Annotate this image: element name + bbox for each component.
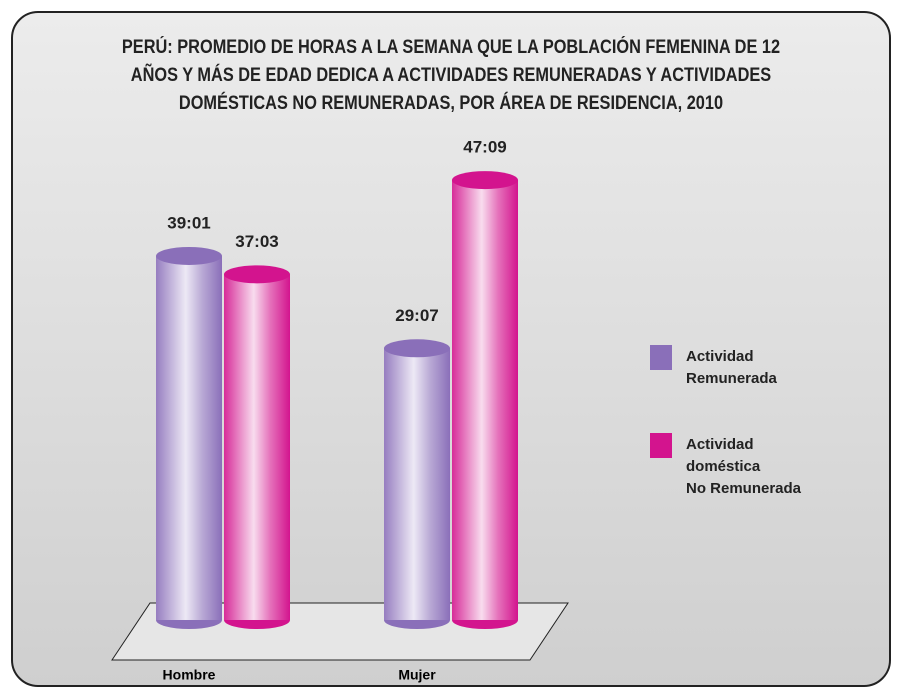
bar-top [224, 265, 290, 284]
value-label: 39:01 [167, 213, 210, 232]
bar [156, 255, 222, 620]
bar-top [452, 171, 518, 190]
legend-label: Actividad Remunerada [686, 348, 777, 387]
legend-swatch [650, 433, 672, 458]
legend-label: Actividad doméstica No Remunerada [686, 436, 802, 497]
bar-top [156, 246, 222, 265]
value-label: 47:09 [463, 138, 506, 157]
legend-swatch [650, 345, 672, 370]
x-tick-label: Hombre [163, 667, 216, 683]
chart-title: PERÚ: PROMEDIO DE HORAS A LA SEMANA QUE … [121, 37, 781, 114]
bar-top [384, 339, 450, 358]
bar [384, 348, 450, 620]
bar [452, 180, 518, 620]
bar [224, 274, 290, 620]
value-label: 29:07 [395, 306, 438, 325]
value-label: 37:03 [235, 232, 278, 251]
x-tick-label: Mujer [398, 667, 436, 683]
